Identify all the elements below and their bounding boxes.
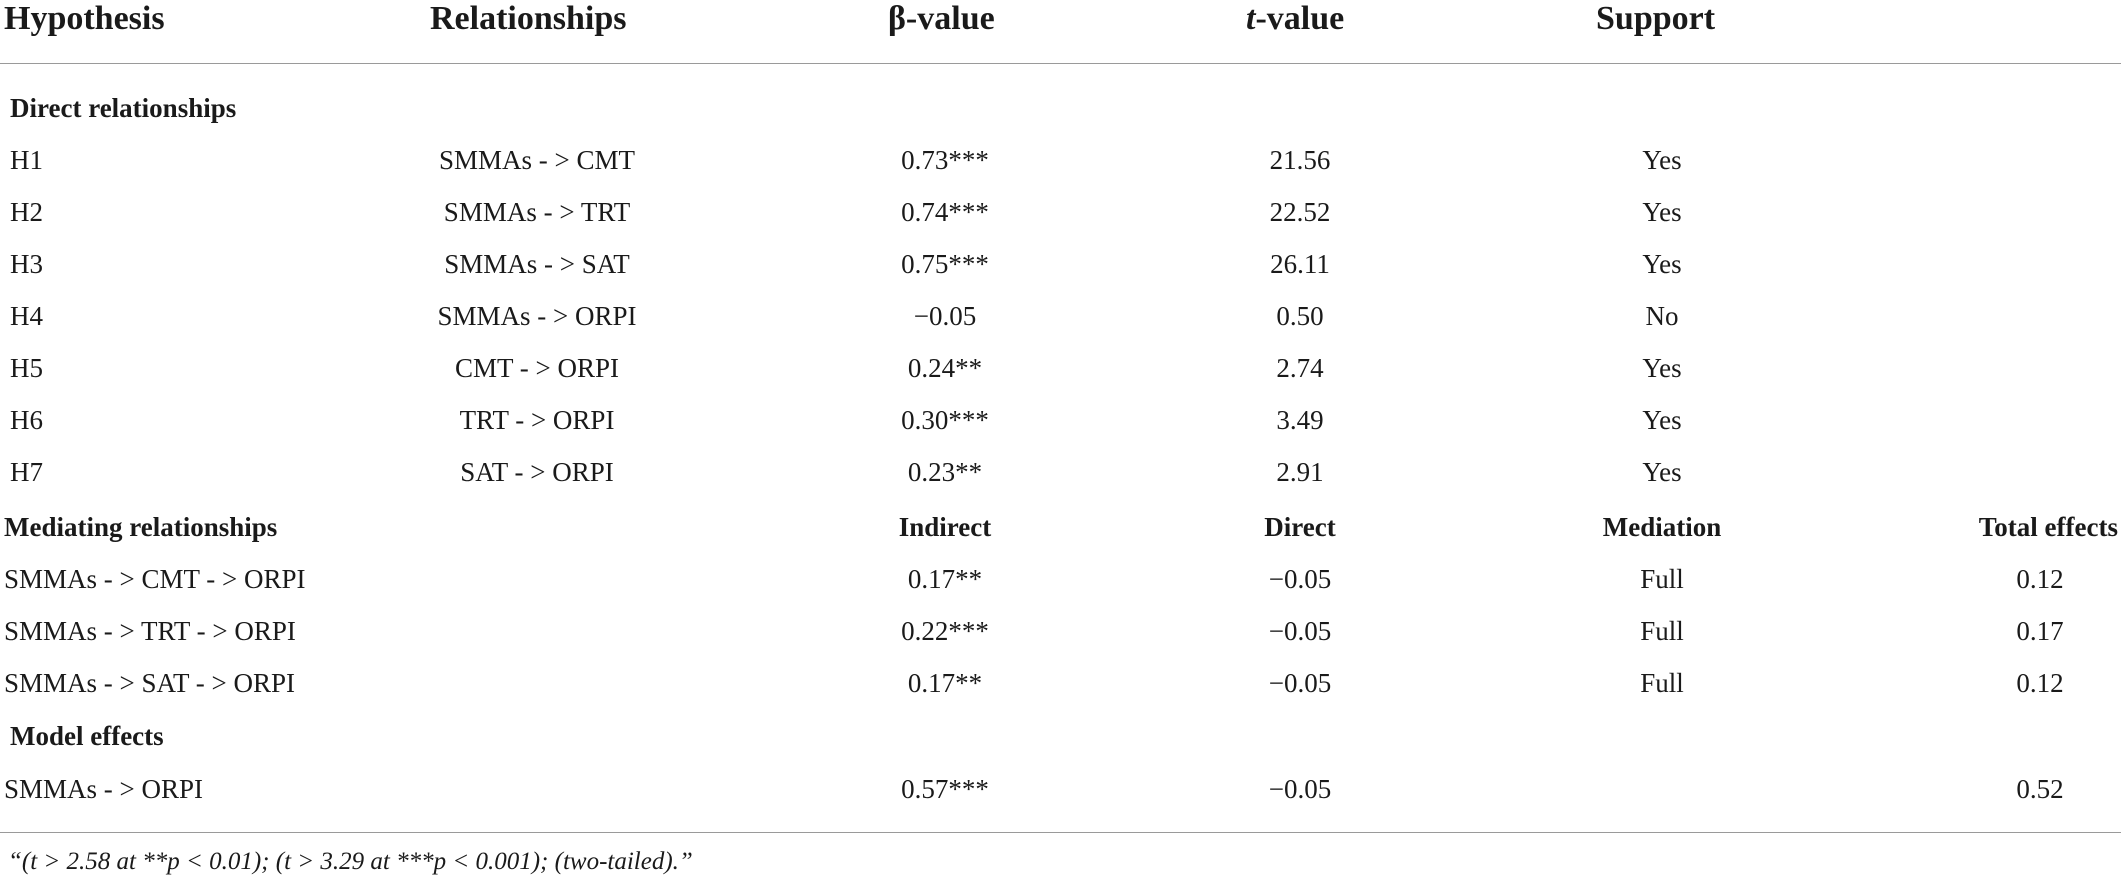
total-effects-cell: 0.17 <box>2016 616 2064 646</box>
beta-cell: 0.24** <box>907 353 983 383</box>
total-effects-cell: 0.12 <box>2016 668 2064 698</box>
beta-suffix: -value <box>905 0 995 37</box>
col-total-label: Total effects <box>1978 512 2118 542</box>
footnote: “(t > 2.58 at **p < 0.01); (t > 3.29 at … <box>8 848 693 875</box>
relationship-cell: CMT - > ORPI <box>454 353 620 383</box>
beta-cell: 0.23** <box>907 457 983 487</box>
col-indirect-label: Indirect <box>898 512 992 542</box>
hypothesis-cell: H5 <box>10 353 43 383</box>
mediation-cell: Full <box>1640 668 1684 698</box>
t-value-cell: 3.49 <box>1276 405 1324 435</box>
total-effects-cell: 0.12 <box>2016 564 2064 594</box>
hypothesis-cell: H6 <box>10 405 43 435</box>
relationship-cell: SMMAs - > ORPI <box>437 301 637 331</box>
t-value-cell: 0.50 <box>1276 301 1324 331</box>
section-direct-title: Direct relationships <box>10 93 237 123</box>
hypothesis-cell: H4 <box>10 301 43 331</box>
model-direct: −0.05 <box>1268 774 1332 804</box>
mediation-path-cell: SMMAs - > TRT - > ORPI <box>4 616 296 646</box>
t-value-cell: 21.56 <box>1269 145 1331 175</box>
indirect-cell: 0.22*** <box>901 616 989 646</box>
t-value-cell: 22.52 <box>1269 197 1331 227</box>
support-cell: Yes <box>1642 197 1682 227</box>
model-total: 0.52 <box>2016 774 2064 804</box>
header-support: Support <box>1596 0 1716 37</box>
header-relationships: Relationships <box>430 0 627 37</box>
hypothesis-cell: H2 <box>10 197 43 227</box>
relationship-cell: SMMAs - > TRT <box>443 197 631 227</box>
support-cell: No <box>1645 301 1679 331</box>
section-mediating-title: Mediating relationships <box>4 512 278 542</box>
relationship-cell: SMMAs - > CMT <box>438 145 636 175</box>
support-cell: Yes <box>1642 353 1682 383</box>
support-cell: Yes <box>1642 457 1682 487</box>
col-mediation-label: Mediation <box>1602 512 1722 542</box>
beta-cell: 0.73*** <box>901 145 989 175</box>
mediation-path-cell: SMMAs - > CMT - > ORPI <box>4 564 306 594</box>
mediation-path-cell: SMMAs - > SAT - > ORPI <box>4 668 296 698</box>
model-path: SMMAs - > ORPI <box>4 774 204 804</box>
beta-symbol: β <box>888 0 906 37</box>
header-rule <box>0 63 2121 64</box>
t-value-cell: 2.91 <box>1276 457 1324 487</box>
hypothesis-cell: H3 <box>10 249 43 279</box>
support-cell: Yes <box>1642 249 1682 279</box>
beta-cell: 0.75*** <box>901 249 989 279</box>
support-cell: Yes <box>1642 405 1682 435</box>
relationship-cell: SMMAs - > SAT <box>444 249 630 279</box>
direct-cell: −0.05 <box>1268 616 1332 646</box>
t-value-cell: 2.74 <box>1276 353 1324 383</box>
direct-cell: −0.05 <box>1268 564 1332 594</box>
direct-cell: −0.05 <box>1268 668 1332 698</box>
t-suffix: -value <box>1255 0 1345 37</box>
header-hypothesis: Hypothesis <box>4 0 165 37</box>
t-symbol: t <box>1246 0 1256 37</box>
support-cell: Yes <box>1642 145 1682 175</box>
col-direct-label: Direct <box>1264 512 1336 542</box>
beta-cell: 0.30*** <box>901 405 989 435</box>
mediation-cell: Full <box>1640 564 1684 594</box>
header-beta-value: β-value <box>888 0 995 38</box>
header-t-value: t-value <box>1246 0 1344 38</box>
indirect-cell: 0.17** <box>907 668 983 698</box>
hypothesis-cell: H1 <box>10 145 43 175</box>
bottom-rule <box>0 832 2121 833</box>
relationship-cell: SAT - > ORPI <box>460 457 614 487</box>
indirect-cell: 0.17** <box>907 564 983 594</box>
beta-cell: 0.74*** <box>901 197 989 227</box>
section-model-title: Model effects <box>10 721 164 751</box>
model-indirect: 0.57*** <box>901 774 989 804</box>
mediation-cell: Full <box>1640 616 1684 646</box>
hypothesis-cell: H7 <box>10 457 43 487</box>
relationship-cell: TRT - > ORPI <box>459 405 615 435</box>
beta-cell: −0.05 <box>913 301 977 331</box>
t-value-cell: 26.11 <box>1270 249 1330 279</box>
